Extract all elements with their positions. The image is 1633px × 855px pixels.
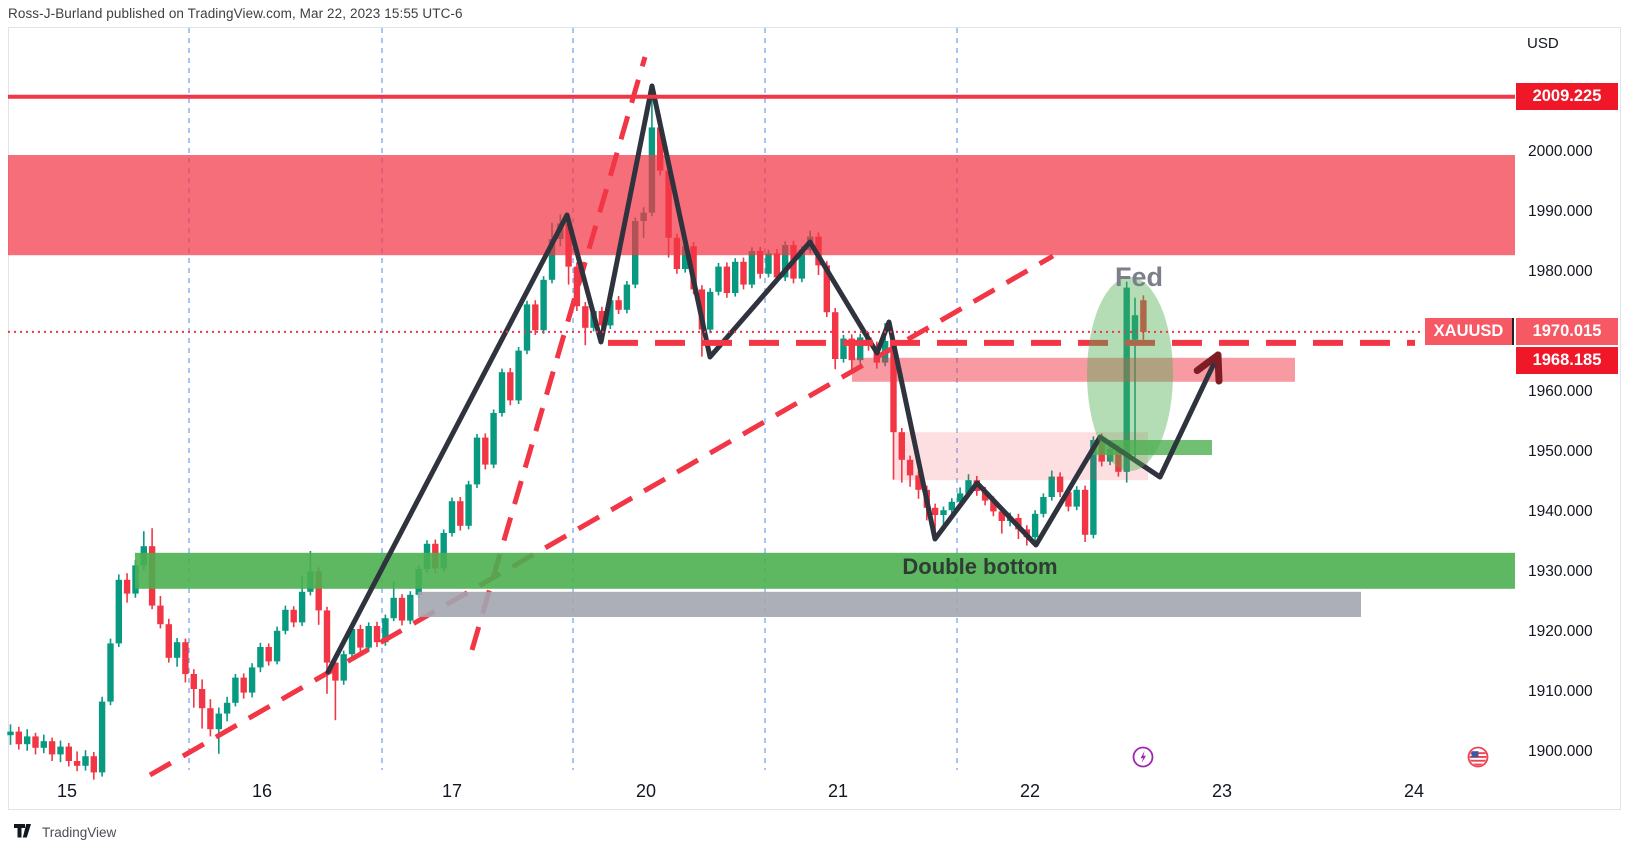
price-axis-label: 1990.000 (1528, 203, 1593, 220)
price-axis-label: 1910.000 (1528, 683, 1593, 700)
price-axis-label: 1920.000 (1528, 623, 1593, 640)
time-axis-label: 15 (56, 781, 78, 801)
tradingview-logo-icon (14, 824, 31, 838)
double-bottom-annotation-label: Double bottom (902, 554, 1058, 579)
fed-annotation-label: Fed (1114, 261, 1164, 292)
time-axis-label: 20 (635, 781, 657, 801)
tradingview-logo-text: TradingView (42, 825, 117, 840)
price-axis-currency-label: USD (1527, 35, 1559, 52)
price-badge-resistance: 1968.185 (1516, 346, 1618, 374)
price-axis-label: 1930.000 (1528, 563, 1593, 580)
price-axis-label: 2000.000 (1528, 143, 1593, 160)
price-axis-label: 1900.000 (1528, 743, 1593, 760)
time-axis-label: 21 (827, 781, 849, 801)
symbol-badge: XAUUSD (1425, 318, 1514, 346)
time-axis-label: 24 (1403, 781, 1425, 801)
us-flag-event-icon[interactable] (1467, 746, 1489, 768)
lightning-event-icon[interactable] (1132, 746, 1154, 768)
time-axis-label: 22 (1019, 781, 1041, 801)
price-axis-label: 1950.000 (1528, 443, 1593, 460)
publish-byline: Ross-J-Burland published on TradingView.… (8, 6, 463, 21)
price-axis-label: 1960.000 (1528, 383, 1593, 400)
price-axis-label: 1980.000 (1528, 263, 1593, 280)
price-badge-current: 1970.015 (1516, 318, 1618, 346)
tradingview-logo[interactable]: TradingView (14, 824, 116, 841)
price-badge-high: 2009.225 (1516, 83, 1618, 111)
time-axis-label: 16 (251, 781, 273, 801)
price-axis-label: 1940.000 (1528, 503, 1593, 520)
time-axis-label: 17 (441, 781, 463, 801)
time-axis-label: 23 (1211, 781, 1233, 801)
